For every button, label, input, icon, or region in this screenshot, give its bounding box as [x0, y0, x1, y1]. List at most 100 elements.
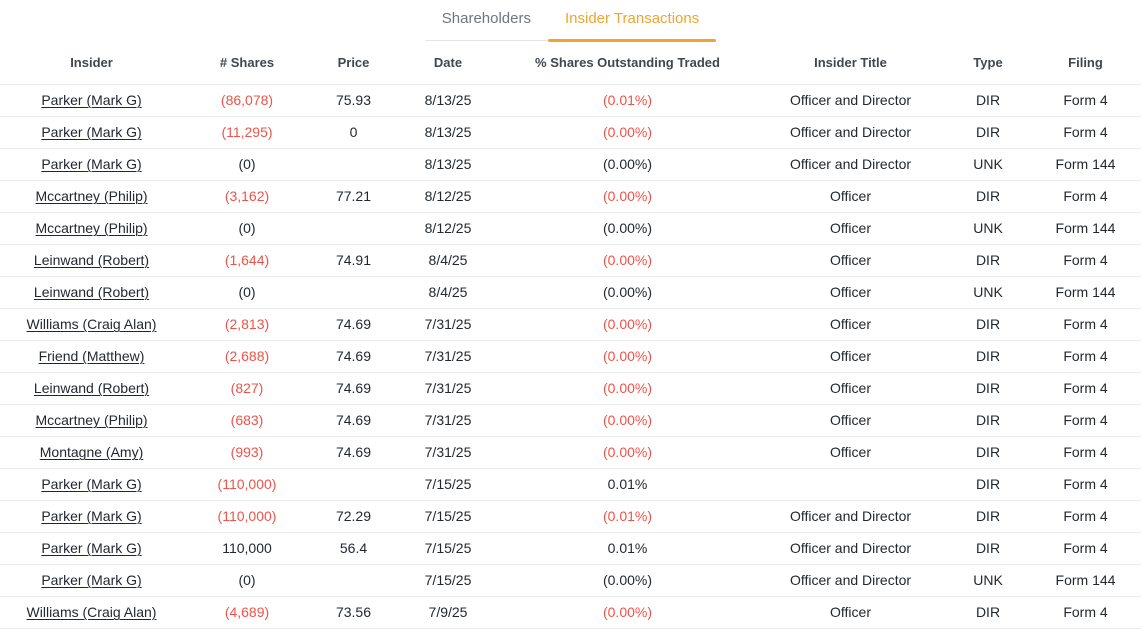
- shares-value: (11,295): [183, 116, 311, 149]
- insider-title-value: Officer: [755, 596, 946, 629]
- insider-link[interactable]: Williams (Craig Alan): [26, 604, 157, 620]
- price-value: 74.69: [311, 308, 396, 341]
- insider-transactions-table: Insider # Shares Price Date% Shares Outstan…: [0, 42, 1141, 629]
- date-value: 8/4/25: [396, 276, 500, 309]
- shares-value: (683): [183, 404, 311, 437]
- insider-title-value: Officer: [755, 276, 946, 309]
- insider-title-value: Officer: [755, 244, 946, 277]
- insider-link[interactable]: Parker (Mark G): [41, 156, 142, 172]
- insider-title-value: Officer and Director: [755, 116, 946, 149]
- column-header-insider-title: Insider Title: [755, 42, 946, 85]
- insider-link[interactable]: Parker (Mark G): [41, 508, 142, 524]
- insider-link[interactable]: Leinwand (Robert): [33, 380, 150, 396]
- price-value: [311, 276, 396, 309]
- insider-link[interactable]: Mccartney (Philip): [35, 188, 148, 204]
- insider-title-value: Officer: [755, 308, 946, 341]
- pct-value: (0.00%): [500, 148, 755, 181]
- tab-shareholders[interactable]: Shareholders: [424, 0, 549, 42]
- price-value: 74.69: [311, 404, 396, 437]
- price-value: 74.69: [311, 340, 396, 373]
- type-value: DIR: [946, 244, 1030, 277]
- shares-value: (2,813): [183, 308, 311, 341]
- insider-link[interactable]: Parker (Mark G): [41, 124, 142, 140]
- shares-value: (0): [183, 148, 311, 181]
- insider-link[interactable]: Friend (Matthew): [38, 348, 145, 364]
- insider-title-value: Officer: [755, 212, 946, 245]
- shares-value: (2,688): [183, 340, 311, 373]
- insider-link[interactable]: Montagne (Amy): [39, 444, 144, 460]
- tab-bar: Shareholders Insider Transactions: [0, 0, 1141, 42]
- type-value: DIR: [946, 116, 1030, 149]
- table-header-row: Insider # Shares Price Date% Shares Outstan…: [0, 42, 1141, 85]
- type-value: DIR: [946, 500, 1030, 533]
- table-row: Mccartney (Philip) (683) 74.69 7/31/25 (0.00…: [0, 404, 1141, 437]
- filing-value: Form 4: [1030, 436, 1141, 469]
- insider-title-value: Officer and Director: [755, 148, 946, 181]
- column-header-shares-outstanding-traded: % Shares Outstanding Traded: [500, 42, 755, 85]
- table-row: Parker (Mark G) (110,000) 72.29 7/15/25 (0.0…: [0, 500, 1141, 533]
- date-value: 7/31/25: [396, 340, 500, 373]
- pct-value: (0.00%): [500, 180, 755, 213]
- pct-value: (0.00%): [500, 276, 755, 309]
- pct-value: (0.00%): [500, 564, 755, 597]
- date-value: 8/13/25: [396, 148, 500, 181]
- column-header-shares: # Shares: [183, 42, 311, 85]
- table-row: Leinwand (Robert) (827) 74.69 7/31/25 (0.00%…: [0, 372, 1141, 405]
- table-body: Parker (Mark G) (86,078) 75.93 8/13/25 (0.01…: [0, 84, 1141, 629]
- insider-link[interactable]: Leinwand (Robert): [33, 252, 150, 268]
- pct-value: (0.00%): [500, 372, 755, 405]
- type-value: UNK: [946, 148, 1030, 181]
- date-value: 8/12/25: [396, 212, 500, 245]
- filing-value: Form 4: [1030, 180, 1141, 213]
- shares-value: (0): [183, 276, 311, 309]
- price-value: [311, 468, 396, 501]
- type-value: UNK: [946, 564, 1030, 597]
- date-value: 7/31/25: [396, 436, 500, 469]
- insider-link[interactable]: Parker (Mark G): [41, 476, 142, 492]
- date-value: 7/9/25: [396, 596, 500, 629]
- filing-value: Form 144: [1030, 212, 1141, 245]
- table-row: Mccartney (Philip) (0) 8/12/25 (0.00%) Offic…: [0, 212, 1141, 245]
- filing-value: Form 4: [1030, 500, 1141, 533]
- insider-title-value: Officer: [755, 372, 946, 405]
- type-value: DIR: [946, 180, 1030, 213]
- price-value: 74.69: [311, 436, 396, 469]
- filing-value: Form 4: [1030, 468, 1141, 501]
- insider-link[interactable]: Leinwand (Robert): [33, 284, 150, 300]
- column-header-date: Date: [396, 42, 500, 85]
- shares-value: (4,689): [183, 596, 311, 629]
- insider-link[interactable]: Parker (Mark G): [41, 540, 142, 556]
- insider-cell: Parker (Mark G): [0, 500, 183, 533]
- type-value: DIR: [946, 84, 1030, 117]
- filing-value: Form 4: [1030, 308, 1141, 341]
- insider-cell: Parker (Mark G): [0, 564, 183, 597]
- insider-link[interactable]: Parker (Mark G): [41, 92, 142, 108]
- filing-value: Form 4: [1030, 532, 1141, 565]
- table-row: Friend (Matthew) (2,688) 74.69 7/31/25 (0.00…: [0, 340, 1141, 373]
- table-row: Parker (Mark G) 110,000 56.4 7/15/25 0.01% Of…: [0, 532, 1141, 565]
- insider-link[interactable]: Mccartney (Philip): [35, 412, 148, 428]
- price-value: 73.56: [311, 596, 396, 629]
- insider-title-value: Officer: [755, 436, 946, 469]
- insider-link[interactable]: Mccartney (Philip): [35, 220, 148, 236]
- filing-value: Form 4: [1030, 244, 1141, 277]
- shares-value: (110,000): [183, 500, 311, 533]
- table-row: Parker (Mark G) (0) 8/13/25 (0.00%) Officer …: [0, 148, 1141, 181]
- insider-link[interactable]: Parker (Mark G): [41, 572, 142, 588]
- date-value: 8/12/25: [396, 180, 500, 213]
- price-value: 56.4: [311, 532, 396, 565]
- date-value: 8/13/25: [396, 84, 500, 117]
- table-row: Leinwand (Robert) (1,644) 74.91 8/4/25 (0.00…: [0, 244, 1141, 277]
- filing-value: Form 144: [1030, 564, 1141, 597]
- insider-link[interactable]: Williams (Craig Alan): [26, 316, 157, 332]
- tab-insider-transactions[interactable]: Insider Transactions: [548, 0, 717, 42]
- type-value: DIR: [946, 404, 1030, 437]
- filing-value: Form 4: [1030, 116, 1141, 149]
- shares-value: (827): [183, 372, 311, 405]
- price-value: 72.29: [311, 500, 396, 533]
- insider-title-value: Officer: [755, 340, 946, 373]
- shares-value: (0): [183, 212, 311, 245]
- insider-cell: Parker (Mark G): [0, 532, 183, 565]
- insider-cell: Mccartney (Philip): [0, 212, 183, 245]
- type-value: DIR: [946, 436, 1030, 469]
